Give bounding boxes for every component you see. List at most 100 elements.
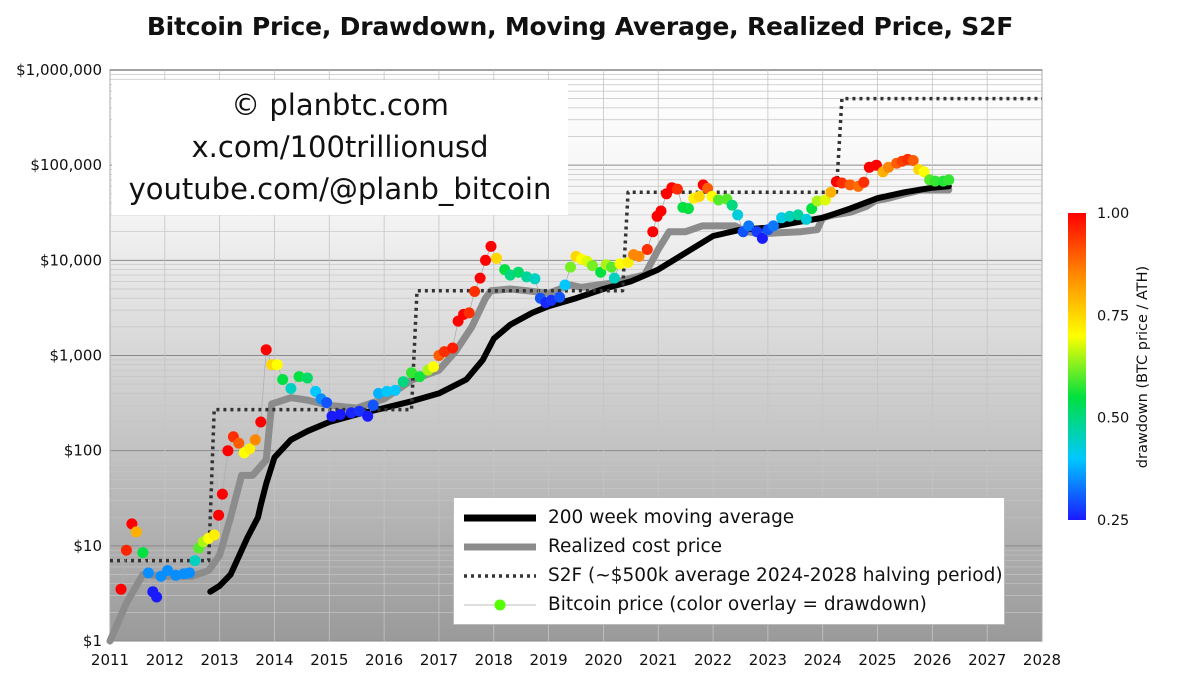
price-marker xyxy=(844,179,856,191)
price-marker xyxy=(162,565,174,576)
y-tick-label: $1,000,000 xyxy=(16,61,102,79)
colorbar-tick-label: 1.00 xyxy=(1097,206,1129,222)
price-marker xyxy=(655,205,667,217)
x-tick-label: 2028 xyxy=(1023,651,1061,669)
price-marker xyxy=(756,232,768,244)
price-marker xyxy=(784,210,796,222)
price-marker xyxy=(414,371,426,383)
price-marker xyxy=(474,272,486,284)
price-marker xyxy=(726,199,738,211)
price-marker xyxy=(447,342,459,354)
price-marker xyxy=(647,226,659,238)
price-marker xyxy=(545,294,557,306)
price-marker xyxy=(362,410,374,422)
price-marker xyxy=(222,445,234,457)
price-marker xyxy=(825,186,837,198)
colorbar-axis-label: drawdown (BTC price / ATH) xyxy=(1135,266,1151,468)
price-marker xyxy=(277,374,289,385)
legend-label-ma200: 200 week moving average xyxy=(548,507,795,528)
legend-swatch-realized xyxy=(464,543,536,551)
price-marker xyxy=(255,416,267,428)
price-marker xyxy=(271,359,283,371)
price-marker xyxy=(170,569,182,581)
price-marker xyxy=(491,252,502,264)
price-marker xyxy=(565,261,576,273)
price-marker xyxy=(606,261,618,273)
x-tick-label: 2018 xyxy=(475,651,513,669)
y-tick-label: $1,000 xyxy=(50,347,103,365)
price-marker xyxy=(559,279,571,291)
legend-label-realized: Realized cost price xyxy=(548,536,723,557)
chart-title: Bitcoin Price, Drawdown, Moving Average,… xyxy=(146,12,1014,41)
colorbar-tick-label: 0.75 xyxy=(1097,308,1129,324)
x-tick-label: 2014 xyxy=(255,651,293,669)
price-marker xyxy=(943,174,955,186)
price-marker xyxy=(529,273,541,285)
price-marker xyxy=(480,254,491,266)
y-tick-label: $100,000 xyxy=(30,156,102,174)
price-marker xyxy=(213,509,225,521)
price-marker xyxy=(858,176,870,188)
price-marker xyxy=(586,260,598,272)
price-marker xyxy=(554,291,566,303)
x-tick-label: 2011 xyxy=(91,651,129,669)
watermark-box: © planbtc.com x.com/100trillionusd youtu… xyxy=(112,80,568,215)
x-tick-label: 2016 xyxy=(365,651,403,669)
price-marker xyxy=(334,409,346,420)
x-tick-label: 2013 xyxy=(201,651,239,669)
legend-entry-s2f: S2F (~$500k average 2024-2028 halving pe… xyxy=(454,562,1004,590)
price-marker xyxy=(800,213,812,225)
price-marker xyxy=(120,544,132,556)
price-marker xyxy=(907,155,919,166)
price-marker xyxy=(870,159,882,171)
price-marker xyxy=(732,209,744,221)
colorbar-tick-label: 0.50 xyxy=(1097,411,1129,427)
price-marker xyxy=(301,372,313,384)
price-marker xyxy=(614,258,626,270)
price-marker xyxy=(326,410,338,422)
price-marker xyxy=(233,437,245,449)
legend: 200 week moving average Realized cost pr… xyxy=(453,497,1005,625)
price-marker xyxy=(693,190,705,202)
legend-label-price: Bitcoin price (color overlay = drawdown) xyxy=(548,594,927,615)
x-tick-label: 2026 xyxy=(913,651,951,669)
price-marker xyxy=(397,376,409,388)
price-marker xyxy=(373,387,385,399)
price-marker xyxy=(776,212,788,224)
price-marker xyxy=(389,384,401,396)
y-tick-label: $10,000 xyxy=(40,251,102,269)
price-marker xyxy=(244,443,256,455)
price-marker xyxy=(367,399,379,411)
x-tick-label: 2021 xyxy=(639,651,677,669)
price-marker xyxy=(438,346,450,358)
legend-entry-ma200: 200 week moving average xyxy=(454,504,1004,532)
price-marker xyxy=(293,371,305,383)
price-marker xyxy=(608,272,620,284)
price-marker xyxy=(285,383,297,394)
price-marker xyxy=(811,195,823,207)
price-marker xyxy=(249,434,261,446)
price-marker xyxy=(743,220,755,232)
watermark-line-2: x.com/100trillionusd xyxy=(191,130,489,164)
price-marker xyxy=(819,194,831,206)
colorbar: 1.00 0.75 0.50 0.25 drawdown (BTC price / AT… xyxy=(1068,206,1151,529)
price-marker xyxy=(216,488,228,500)
price-marker xyxy=(521,271,533,283)
x-tick-label: 2023 xyxy=(749,651,787,669)
x-tick-label: 2017 xyxy=(420,651,458,669)
price-marker xyxy=(792,209,804,221)
x-tick-label: 2012 xyxy=(146,651,184,669)
x-tick-label: 2022 xyxy=(694,651,732,669)
colorbar-gradient xyxy=(1068,213,1086,520)
price-marker xyxy=(151,591,163,603)
x-tick-label: 2019 xyxy=(529,651,567,669)
price-marker xyxy=(883,161,894,173)
price-marker xyxy=(485,240,497,252)
x-tick-label: 2015 xyxy=(310,651,348,669)
legend-swatch-price xyxy=(464,599,536,611)
price-marker xyxy=(428,361,439,373)
x-tick-label: 2027 xyxy=(968,651,1006,669)
price-marker xyxy=(806,203,818,215)
price-marker xyxy=(260,344,272,356)
price-marker xyxy=(713,194,724,206)
